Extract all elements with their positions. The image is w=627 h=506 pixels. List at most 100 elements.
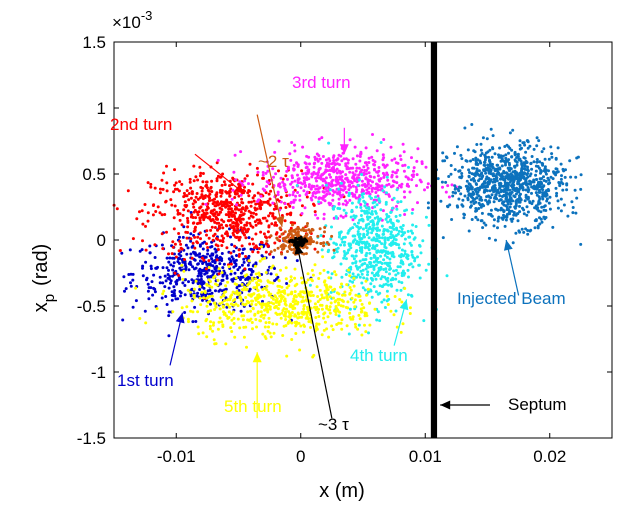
annotation-arrowhead [440,400,451,410]
data-point [237,292,240,296]
data-point [178,277,182,281]
data-point [540,150,544,154]
data-point [384,282,388,286]
data-point [224,290,228,294]
data-point [459,192,463,196]
data-point [290,174,294,178]
data-point [216,248,220,251]
data-point [298,198,302,202]
data-point [491,134,495,138]
data-point [229,218,233,222]
data-point [183,200,187,204]
data-point [467,168,471,172]
data-point [304,252,308,256]
data-point [167,260,171,264]
data-point [322,172,326,175]
data-point [372,266,376,270]
data-point [481,226,485,230]
data-point [359,218,363,222]
data-point [275,273,278,277]
data-point [255,287,259,290]
data-point [220,301,224,305]
data-point [341,202,345,206]
data-point [280,232,284,236]
data-point [219,295,223,299]
data-point [287,284,291,288]
data-point [360,209,364,213]
data-point [396,271,400,275]
data-point [525,196,529,200]
data-point [279,268,282,272]
data-point [286,202,290,206]
data-point [520,227,524,231]
data-point [220,271,224,275]
data-point [350,192,354,196]
data-point [207,199,211,203]
data-point [296,173,299,177]
data-point [383,238,387,242]
data-point [193,227,197,231]
data-point [215,217,218,221]
data-point [202,296,206,300]
data-point [328,173,331,177]
data-point [456,187,460,191]
data-point [519,176,523,180]
data-point [226,234,230,238]
data-point [221,278,225,282]
data-point [482,204,486,208]
data-point [401,164,405,168]
data-point [520,163,524,167]
data-point [374,290,378,294]
data-point [244,325,248,329]
data-point [366,287,370,291]
data-point [280,214,284,217]
data-point [326,270,330,274]
data-point [461,204,465,208]
data-point [490,155,494,159]
data-point [315,179,318,183]
data-point [535,136,539,140]
data-point [356,230,360,234]
data-point [400,300,404,304]
data-point [267,192,271,196]
data-point [530,191,533,195]
data-point [167,334,171,338]
data-point [375,318,379,322]
data-point [165,181,169,185]
data-point [179,246,183,250]
data-point [546,176,550,180]
data-point [200,194,204,198]
data-point [395,181,399,185]
data-point [218,307,222,311]
data-point [291,307,295,311]
data-point [215,283,219,287]
data-point [209,186,213,190]
data-point [392,269,396,273]
data-point [176,212,180,216]
data-point [522,230,526,234]
data-point [391,170,395,174]
data-point [278,235,282,239]
data-point [171,256,174,260]
data-point [263,302,267,306]
data-point [198,165,202,169]
data-point [300,315,304,319]
data-point [244,236,248,240]
data-point [309,235,313,239]
data-point [238,326,242,330]
data-point [390,206,394,210]
data-point [247,209,251,213]
cluster-6 [288,235,309,249]
data-point [188,290,192,294]
y-multiplier-exp: -3 [141,8,153,23]
data-point [482,221,486,225]
data-point [215,161,219,165]
data-point [318,288,322,292]
data-point [549,175,553,179]
data-point [505,208,509,212]
data-point [480,152,484,155]
data-point [364,267,368,271]
data-point [118,249,122,252]
data-point [412,169,415,173]
data-point [274,298,278,302]
